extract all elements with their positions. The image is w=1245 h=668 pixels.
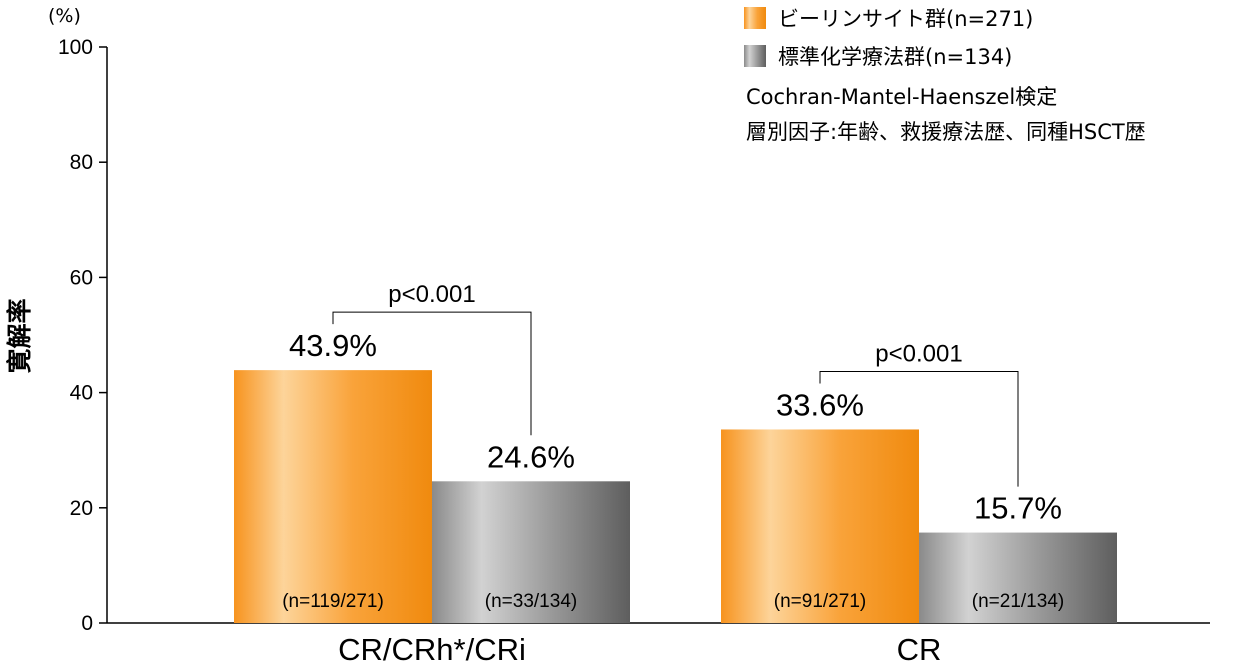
category-label-1: CR (897, 632, 942, 667)
note-stratification: 層別因子:年齢、救援療法歴、同種HSCT歴 (746, 120, 1146, 144)
y-tick-label-100: 100 (58, 36, 93, 59)
significance-brackets (332, 311, 1019, 487)
test-notes: Cochran-Mantel-Haenszel検定 層別因子:年齢、救援療法歴、… (746, 85, 1146, 144)
legend-label-blincyto: ビーリンサイト群(n=271) (778, 7, 1033, 31)
n-label-0-1: (n=91/271) (774, 591, 866, 612)
legend-swatch-blincyto (744, 7, 766, 29)
bar-chemo-1 (919, 532, 1117, 623)
bars (234, 370, 1117, 623)
bar-blincyto-1 (721, 429, 919, 623)
significance-bracket-0 (332, 311, 532, 436)
y-tick-label-60: 60 (70, 266, 93, 289)
p-value-label-0: p<0.001 (388, 281, 475, 308)
significance-bracket-1 (819, 370, 1019, 487)
y-tick-label-80: 80 (70, 151, 93, 174)
n-label-1-0: (n=33/134) (485, 591, 577, 612)
legend: ビーリンサイト群(n=271) 標準化学療法群(n=134) (744, 7, 1033, 69)
y-unit-label: (%) (48, 5, 81, 27)
y-tick-label-20: 20 (70, 497, 93, 520)
p-value-label-1: p<0.001 (875, 340, 962, 367)
value-label-1-0: 24.6% (487, 439, 575, 474)
bar-chemo-0 (432, 481, 630, 623)
note-test-method: Cochran-Mantel-Haenszel検定 (746, 85, 1057, 109)
n-label-1-1: (n=21/134) (972, 591, 1064, 612)
value-label-1-1: 15.7% (974, 491, 1062, 526)
bar-blincyto-0 (234, 370, 432, 623)
value-label-0-0: 43.9% (289, 328, 377, 363)
y-tick-label-0: 0 (81, 612, 93, 635)
n-label-0-0: (n=119/271) (282, 591, 384, 612)
legend-label-chemo: 標準化学療法群(n=134) (778, 45, 1012, 69)
y-axis-title: 寛解率 (5, 298, 34, 373)
data-labels: 43.9% (n=119/271) 24.6% (n=33/134) CR/CRh*/C… (282, 281, 1064, 667)
value-label-0-1: 33.6% (776, 387, 864, 422)
legend-swatch-chemo (744, 45, 766, 67)
y-tick-label-40: 40 (70, 382, 93, 405)
category-label-0: CR/CRh*/CRi (338, 632, 526, 667)
